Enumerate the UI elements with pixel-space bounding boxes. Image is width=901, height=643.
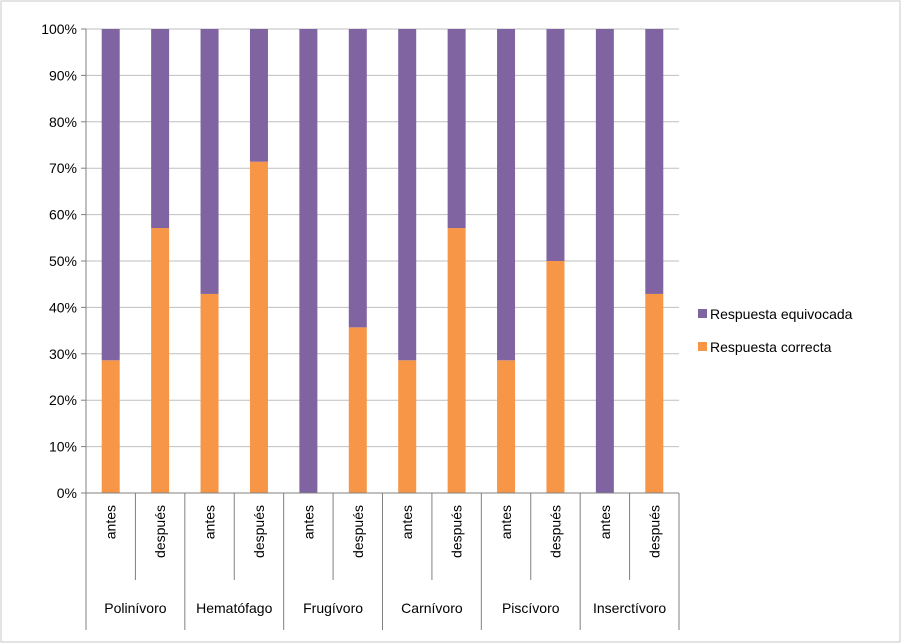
category-label: antes [498, 505, 514, 539]
y-tick-label: 80% [49, 114, 77, 130]
bar-segment [447, 29, 466, 229]
group-label: Piscívoro [502, 600, 560, 616]
bar-segment [398, 29, 417, 361]
group-label: Carnívoro [401, 600, 463, 616]
bars [101, 29, 664, 494]
bar-segment [645, 293, 664, 493]
bar-segment [595, 29, 614, 493]
legend-label: Respuesta correcta [710, 339, 832, 355]
bar-segment [348, 327, 367, 493]
y-tick-label: 90% [49, 67, 77, 83]
y-tick-label: 30% [49, 346, 77, 362]
category-label: después [152, 505, 168, 558]
y-tick-label: 20% [49, 392, 77, 408]
y-tick-label: 60% [49, 207, 77, 223]
bar-segment [299, 29, 318, 493]
group-labels: Polinívoro Hematófago Frugívoro Carnívoro Pi… [104, 600, 666, 616]
group-label: Hematófago [196, 600, 272, 616]
bar-segment [398, 360, 417, 493]
y-tick-label: 10% [49, 439, 77, 455]
bar-segment [151, 29, 170, 229]
legend-swatch [698, 342, 707, 351]
bar-segment [546, 261, 565, 493]
legend-swatch [698, 309, 707, 318]
y-tick-labels: 0% 10% 20% 30% 40% 50% 60% 70% 80% 90% 100% [41, 21, 77, 501]
group-label: Polinívoro [104, 600, 166, 616]
bar-segment [200, 293, 219, 493]
axes [81, 28, 680, 630]
y-tick-label: 100% [41, 21, 77, 37]
bar-segment [348, 29, 367, 328]
y-tick-label: 50% [49, 253, 77, 269]
category-label: antes [300, 505, 316, 539]
category-label: después [547, 505, 563, 558]
bar-segment [101, 29, 120, 361]
category-label: después [350, 505, 366, 558]
category-label: después [646, 505, 662, 558]
bar-segment [546, 29, 565, 261]
group-label: Frugívoro [303, 600, 363, 616]
bar-segment [497, 29, 516, 361]
y-tick-label: 40% [49, 299, 77, 315]
y-tick-label: 70% [49, 160, 77, 176]
bar-segment [151, 228, 170, 493]
group-label: Inserctívoro [593, 600, 666, 616]
category-label: antes [202, 505, 218, 539]
category-label: después [449, 505, 465, 558]
category-label: antes [103, 505, 119, 539]
bar-segment [101, 360, 120, 493]
category-label: después [251, 505, 267, 558]
category-label: antes [399, 505, 415, 539]
bar-segment [497, 360, 516, 493]
bar-segment [645, 29, 664, 294]
bar-segment [249, 161, 268, 494]
y-tick-label: 0% [57, 485, 77, 501]
bar-segment [200, 29, 219, 294]
legend: Respuesta equivocada Respuesta correcta [698, 306, 853, 355]
category-label: antes [597, 505, 613, 539]
bar-segment [249, 29, 268, 162]
legend-label: Respuesta equivocada [710, 306, 853, 322]
bar-segment [447, 228, 466, 493]
category-labels: antes después antes después antes después ante… [103, 505, 663, 558]
